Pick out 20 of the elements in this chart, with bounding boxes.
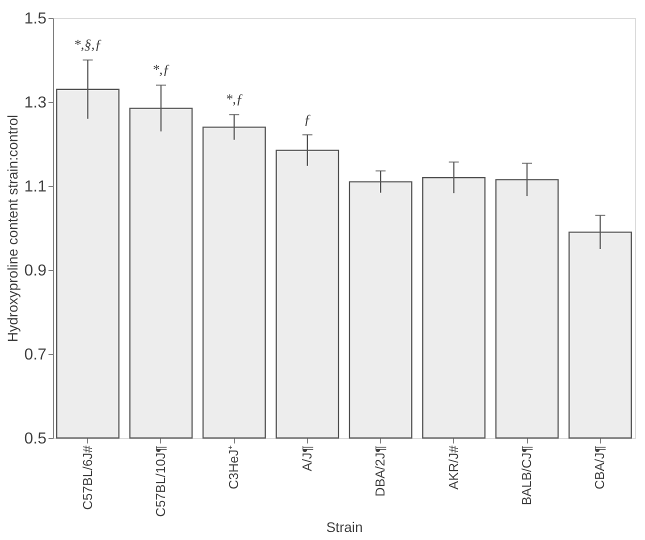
annotation: *,ƒ <box>225 92 243 108</box>
annotation: *,ƒ <box>152 63 170 78</box>
x-tick-label: C57BL/6J# <box>80 444 95 510</box>
x-tick-label: CBA/J¶ <box>592 445 608 490</box>
x-axis-title: Strain <box>326 518 363 535</box>
y-tick-label: 0.9 <box>24 262 47 280</box>
y-tick-label: 1.3 <box>24 94 47 112</box>
y-tick-label: 0.5 <box>24 430 47 448</box>
y-tick-label: 0.7 <box>24 346 47 364</box>
x-tick-label: DBA/2J¶ <box>372 445 388 497</box>
x-tick-label: AKR/J# <box>446 444 461 490</box>
x-tick-label: C57BL/10J¶ <box>152 445 168 517</box>
x-tick-label: A/J¶ <box>299 445 314 472</box>
y-tick-label: 1.5 <box>24 10 47 28</box>
y-axis-title: Hydroxyproline content strain:control <box>4 114 20 342</box>
x-tick-label: BALB/CJ¶ <box>519 445 534 506</box>
y-tick-label: 1.1 <box>24 178 47 196</box>
x-tick-label: C3HeJ⁺ <box>226 446 242 490</box>
annotation: *,§,ƒ <box>74 38 102 53</box>
annotation: ƒ <box>304 112 311 128</box>
